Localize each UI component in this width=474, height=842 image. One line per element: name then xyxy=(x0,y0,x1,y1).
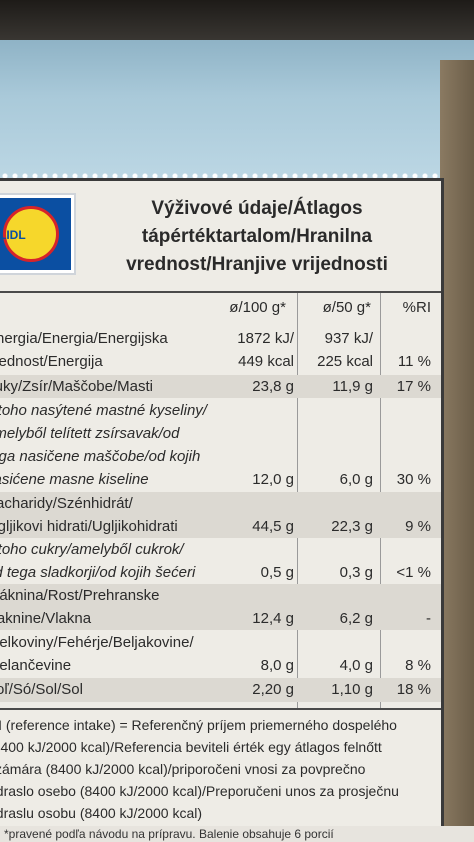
value-per-50g: 225 kcal xyxy=(317,353,373,370)
value-ri: 9 % xyxy=(405,518,431,535)
lidl-logo: LIDL xyxy=(0,195,74,273)
row-energy: Energia/Energia/Energijska 1872 kJ/ 937 … xyxy=(0,327,441,373)
row-label: Sacharidy/Szénhidrát/ xyxy=(0,495,133,512)
row-label: Soľ/Só/Sol/Sol xyxy=(0,681,83,698)
row-fat: Tuky/Zsír/Maščobe/Masti 23,8 g 11,9 g 17… xyxy=(0,375,441,398)
value-ri: - xyxy=(426,610,431,627)
row-label: vrednost/Energija xyxy=(0,353,103,370)
value-ri: 18 % xyxy=(396,681,431,698)
row-protein: Bielkoviny/Fehérje/Beljakovine/ Bjelanče… xyxy=(0,631,441,677)
value-ri: 30 % xyxy=(396,471,431,488)
row-label: Bielkoviny/Fehérje/Beljakovine/ xyxy=(0,634,194,651)
footnote: RI (reference intake) = Referenčný príje… xyxy=(0,714,399,824)
row-label: tega nasičene maščobe/od kojih xyxy=(0,448,201,465)
nutrition-title: Výživové údaje/Átlagos tápértéktartalom/… xyxy=(82,195,432,279)
row-label: zasićene masne kiseline xyxy=(0,471,149,488)
row-sugars: z toho cukry/amelyből cukrok/ od tega sl… xyxy=(0,538,441,584)
value-ri: 8 % xyxy=(405,657,431,674)
value-per-100g: 449 kcal xyxy=(238,353,294,370)
bottom-text: *pravené podľa návodu na prípravu. Balen… xyxy=(4,827,334,841)
value-per-100g: 12,0 g xyxy=(252,471,294,488)
row-saturates: z toho nasýtené mastné kyseliny/ amelybő… xyxy=(0,399,441,491)
value-per-50g: 6,0 g xyxy=(339,471,373,488)
footnote-line: számára (8400 kJ/2000 kcal)/priporočeni … xyxy=(0,761,366,777)
value-per-50g: 937 kJ/ xyxy=(324,330,373,347)
row-carbohydrate: Sacharidy/Szénhidrát/ Ogljikovi hidrati/… xyxy=(0,492,441,538)
title-line: Výživové údaje/Átlagos xyxy=(151,198,363,219)
footnote-line: odraslu osobu (8400 kJ/2000 kcal) xyxy=(0,805,203,821)
row-label: z toho cukry/amelyből cukrok/ xyxy=(0,541,184,558)
title-line: vrednost/Hranjive vrijednosti xyxy=(126,254,388,275)
header-per-50g: ø/50 g* xyxy=(322,299,371,316)
row-label: Vláknina/Rost/Prehranske xyxy=(0,587,160,604)
logo-text: LIDL xyxy=(0,228,26,242)
row-fibre: Vláknina/Rost/Prehranske vlaknine/Vlakna… xyxy=(0,584,441,630)
row-label: vlaknine/Vlakna xyxy=(0,610,92,627)
footnote-line: (8400 kJ/2000 kcal)/Referencia beviteli … xyxy=(0,739,382,755)
value-per-100g: 8,0 g xyxy=(260,657,294,674)
row-label: Ogljikovi hidrati/Ugljikohidrati xyxy=(0,518,178,535)
value-per-100g: 1872 kJ/ xyxy=(237,330,294,347)
divider xyxy=(0,708,441,710)
bottom-strip: *pravené podľa návodu na prípravu. Balen… xyxy=(0,826,474,842)
row-label: Tuky/Zsír/Maščobe/Masti xyxy=(0,378,153,395)
value-per-100g: 23,8 g xyxy=(252,378,294,395)
footnote-line: RI (reference intake) = Referenčný príje… xyxy=(0,717,397,733)
value-per-50g: 11,9 g xyxy=(332,378,373,395)
row-label: Energia/Energia/Energijska xyxy=(0,330,168,347)
header-ri: %RI xyxy=(402,299,431,316)
row-salt: Soľ/Só/Sol/Sol 2,20 g 1,10 g 18 % xyxy=(0,678,441,702)
value-ri: <1 % xyxy=(396,564,431,581)
value-per-50g: 4,0 g xyxy=(339,657,373,674)
logo-ring xyxy=(3,206,59,262)
row-label: od tega sladkorji/od kojih šećeri xyxy=(0,564,196,581)
header-per-100g: ø/100 g* xyxy=(229,299,286,316)
row-label: z toho nasýtené mastné kyseliny/ xyxy=(0,402,207,419)
value-per-50g: 1,10 g xyxy=(331,681,373,698)
row-label: amelyből telített zsírsavak/od xyxy=(0,425,180,442)
value-per-100g: 12,4 g xyxy=(252,610,294,627)
value-per-50g: 22,3 g xyxy=(331,518,373,535)
value-per-100g: 2,20 g xyxy=(252,681,294,698)
value-ri: 17 % xyxy=(396,378,431,395)
value-per-100g: 0,5 g xyxy=(260,564,294,581)
divider xyxy=(0,291,441,293)
value-per-50g: 6,2 g xyxy=(339,610,373,627)
footnote-line: odraslo osebo (8400 kJ/2000 kcal)/Prepor… xyxy=(0,783,399,799)
package-blue-band xyxy=(0,40,474,180)
value-per-100g: 44,5 g xyxy=(252,518,294,535)
package-edge xyxy=(440,60,474,842)
value-per-50g: 0,3 g xyxy=(339,564,373,581)
title-line: tápértéktartalom/Hranilna xyxy=(141,226,373,247)
nutrition-panel: LIDL Výživové údaje/Átlagos tápértéktart… xyxy=(0,178,444,828)
row-label: Bjelančevine xyxy=(0,657,72,674)
value-ri: 11 % xyxy=(397,353,431,370)
